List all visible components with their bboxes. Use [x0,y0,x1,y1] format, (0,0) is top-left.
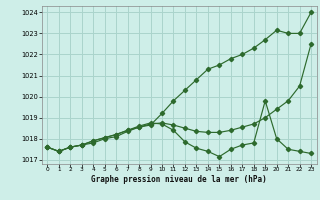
X-axis label: Graphe pression niveau de la mer (hPa): Graphe pression niveau de la mer (hPa) [91,175,267,184]
